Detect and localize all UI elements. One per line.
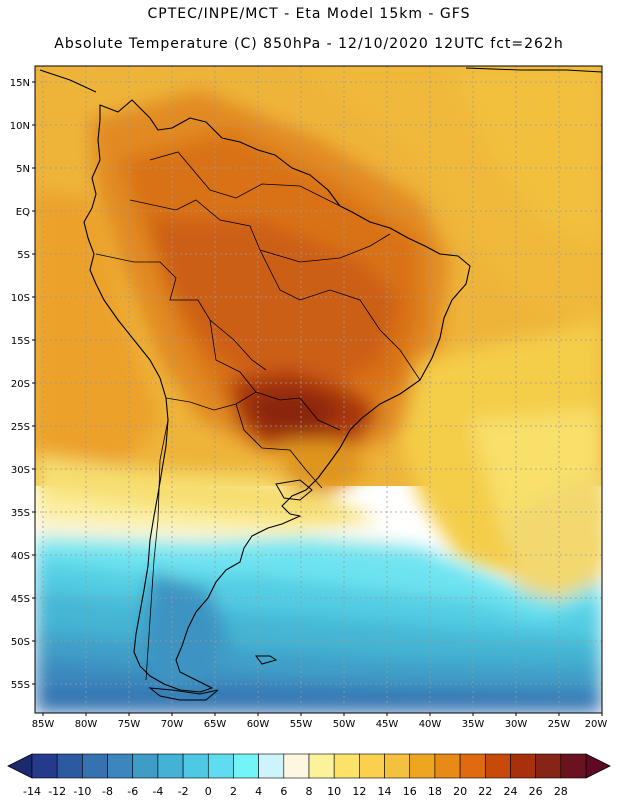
colorbar-swatch	[484, 753, 511, 779]
colorbar-swatch	[82, 753, 108, 779]
colorbar-swatch	[283, 753, 310, 779]
temperature-field	[35, 66, 602, 713]
colorbar-label: -14	[23, 785, 41, 798]
colorbar-label: 14	[378, 785, 392, 798]
lat-label: 10S	[11, 293, 30, 304]
colorbar-swatch	[510, 753, 536, 779]
lon-label: 85W	[32, 719, 55, 730]
axis-ticks	[32, 81, 603, 716]
colorbar-swatch	[308, 753, 335, 779]
colorbar-swatch	[107, 753, 134, 779]
colorbar-swatch	[459, 753, 486, 779]
colorbar-swatch	[132, 753, 159, 779]
colorbar-swatch	[31, 753, 58, 779]
lon-label: 70W	[161, 719, 184, 730]
colorbar-label: 2	[230, 785, 237, 798]
colorbar-swatch	[182, 753, 209, 779]
lon-label: 60W	[247, 719, 270, 730]
lat-label: 45S	[11, 594, 30, 605]
colorbar-label: -6	[127, 785, 138, 798]
longitude-labels: 85W 80W 75W 70W 65W 60W 55W 50W 45W 40W …	[32, 719, 608, 730]
colorbar-label: 6	[280, 785, 287, 798]
islands	[39, 67, 602, 701]
lon-label: 75W	[118, 719, 141, 730]
colorbar-label: -4	[152, 785, 163, 798]
lon-label: 35W	[462, 719, 485, 730]
lat-label: 55S	[11, 680, 30, 691]
lat-label: 15S	[11, 336, 30, 347]
colorbar-label: 18	[428, 785, 442, 798]
colorbar-label: 4	[255, 785, 262, 798]
lon-label: 40W	[419, 719, 442, 730]
colorbar-label: -10	[73, 785, 91, 798]
colorbar-swatch	[535, 753, 562, 779]
colorbar-swatch	[384, 753, 411, 779]
colorbar-swatch	[409, 753, 436, 779]
lat-label: 25S	[11, 422, 30, 433]
lat-label: 20S	[11, 379, 30, 390]
plot-frame	[34, 65, 603, 714]
temperature-colorbar: -14 -12 -10 -8 -6 -4 -2 0 2 4 6 8 10 12 14 16 18 20 22 24 26…	[7, 753, 611, 798]
lat-label: 35S	[11, 508, 30, 519]
lon-label: 55W	[290, 719, 313, 730]
lon-label: 30W	[505, 719, 528, 730]
colorbar-label: 24	[503, 785, 517, 798]
map-title: CPTEC/INPE/MCT - Eta Model 15km - GFS	[147, 6, 471, 22]
colorbar-label: 16	[403, 785, 417, 798]
latitude-labels: 15N 10N 5N EQ 5S 10S 15S 20S 25S 30S 35S…	[10, 78, 30, 691]
lat-label: 5S	[17, 250, 30, 261]
colorbar-label: 10	[327, 785, 341, 798]
colorbar-swatch	[560, 753, 587, 779]
colorbar-swatch	[56, 753, 83, 779]
colorbar-right-arrow	[585, 753, 611, 779]
lat-label: 10N	[10, 121, 30, 132]
colorbar-label: 26	[529, 785, 543, 798]
colorbar-swatch	[359, 753, 385, 779]
lat-label: 40S	[11, 551, 30, 562]
colorbar-label: 8	[306, 785, 313, 798]
colorbar-swatch	[333, 753, 360, 779]
colorbar-swatch	[233, 753, 259, 779]
country-borders	[95, 151, 421, 681]
colorbar-label: 12	[352, 785, 366, 798]
colorbar-left-arrow	[7, 753, 33, 779]
colorbar-label: 28	[554, 785, 568, 798]
colorbar-label: -8	[102, 785, 113, 798]
map-subtitle: Absolute Temperature (C) 850hPa - 12/10/…	[54, 36, 564, 52]
lat-label: 30S	[11, 465, 30, 476]
colorbar-label: 22	[478, 785, 492, 798]
lon-label: 25W	[548, 719, 571, 730]
lon-label: 80W	[75, 719, 98, 730]
lat-label: 15N	[10, 78, 30, 89]
colorbar-label: 20	[453, 785, 467, 798]
lon-label: 45W	[376, 719, 399, 730]
colorbar-swatch	[157, 753, 184, 779]
colorbar-label: -12	[48, 785, 66, 798]
lat-label: 50S	[11, 637, 30, 648]
colorbar-swatch	[207, 753, 234, 779]
lon-label: 65W	[204, 719, 227, 730]
lon-label: 50W	[333, 719, 356, 730]
colorbar-label: 0	[205, 785, 212, 798]
colorbar-label: -2	[178, 785, 189, 798]
lon-label: 20W	[585, 719, 608, 730]
lat-label: 5N	[16, 164, 30, 175]
colorbar-swatch	[258, 753, 285, 779]
lat-label: EQ	[16, 207, 30, 218]
colorbar-swatch	[434, 753, 461, 779]
